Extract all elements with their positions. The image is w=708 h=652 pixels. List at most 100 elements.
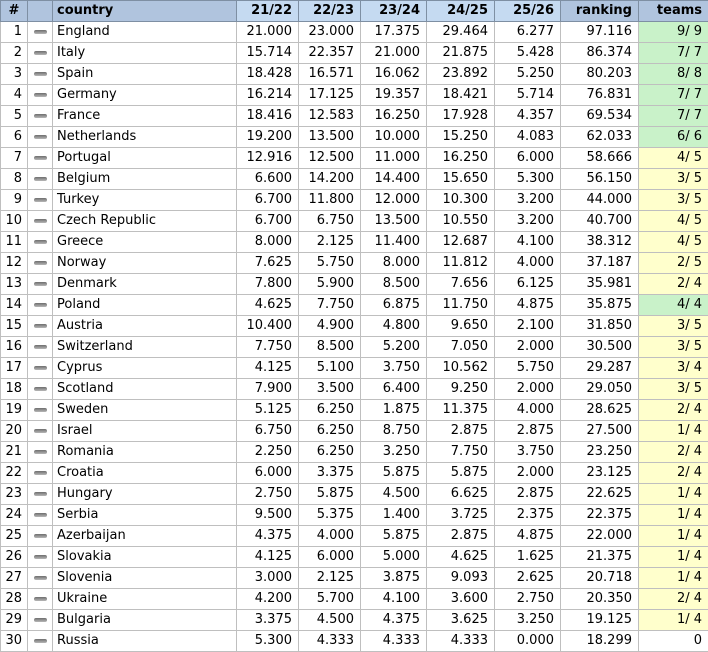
season-cell: 15.250 bbox=[427, 127, 495, 148]
country-cell: Russia bbox=[53, 631, 237, 652]
season-cell: 12.916 bbox=[237, 148, 299, 169]
country-cell: Scotland bbox=[53, 379, 237, 400]
ranking-cell: 35.981 bbox=[561, 274, 639, 295]
season-cell: 6.625 bbox=[427, 484, 495, 505]
season-cell: 5.100 bbox=[299, 358, 361, 379]
teams-cell: 3/ 4 bbox=[639, 358, 708, 379]
rank-cell: 15 bbox=[1, 316, 28, 337]
season-cell: 12.500 bbox=[299, 148, 361, 169]
rank-cell: 24 bbox=[1, 505, 28, 526]
movement-cell bbox=[28, 64, 53, 85]
season-cell: 2.000 bbox=[495, 379, 561, 400]
season-cell: 4.000 bbox=[495, 400, 561, 421]
teams-cell: 2/ 4 bbox=[639, 400, 708, 421]
country-cell: Switzerland bbox=[53, 337, 237, 358]
country-cell: Austria bbox=[53, 316, 237, 337]
season-cell: 19.357 bbox=[361, 85, 427, 106]
rank-cell: 1 bbox=[1, 22, 28, 43]
no-change-icon bbox=[34, 597, 47, 601]
season-cell: 16.571 bbox=[299, 64, 361, 85]
season-cell: 4.000 bbox=[495, 253, 561, 274]
ranking-cell: 97.116 bbox=[561, 22, 639, 43]
rank-cell: 10 bbox=[1, 211, 28, 232]
season-cell: 8.500 bbox=[361, 274, 427, 295]
rank-cell: 2 bbox=[1, 43, 28, 64]
teams-cell: 2/ 4 bbox=[639, 274, 708, 295]
season-cell: 11.375 bbox=[427, 400, 495, 421]
movement-cell bbox=[28, 358, 53, 379]
movement-cell bbox=[28, 568, 53, 589]
table-row: 6 Netherlands 19.200 13.500 10.000 15.25… bbox=[1, 127, 708, 148]
teams-cell: 6/ 6 bbox=[639, 127, 708, 148]
ranking-cell: 18.299 bbox=[561, 631, 639, 652]
rank-cell: 12 bbox=[1, 253, 28, 274]
season-cell: 4.875 bbox=[495, 295, 561, 316]
season-cell: 2.875 bbox=[427, 421, 495, 442]
season-cell: 19.200 bbox=[237, 127, 299, 148]
rank-cell: 5 bbox=[1, 106, 28, 127]
movement-cell bbox=[28, 316, 53, 337]
teams-cell: 1/ 4 bbox=[639, 421, 708, 442]
season-cell: 7.625 bbox=[237, 253, 299, 274]
season-cell: 5.875 bbox=[299, 484, 361, 505]
rank-cell: 26 bbox=[1, 547, 28, 568]
no-change-icon bbox=[34, 345, 47, 349]
movement-cell bbox=[28, 379, 53, 400]
table-row: 15 Austria 10.400 4.900 4.800 9.650 2.10… bbox=[1, 316, 708, 337]
season-cell: 17.125 bbox=[299, 85, 361, 106]
no-change-icon bbox=[34, 429, 47, 433]
rank-cell: 6 bbox=[1, 127, 28, 148]
header-season-22-23: 22/23 bbox=[299, 1, 361, 22]
season-cell: 2.000 bbox=[495, 337, 561, 358]
season-cell: 6.700 bbox=[237, 190, 299, 211]
rank-cell: 23 bbox=[1, 484, 28, 505]
season-cell: 5.200 bbox=[361, 337, 427, 358]
teams-cell: 3/ 5 bbox=[639, 190, 708, 211]
no-change-icon bbox=[34, 51, 47, 55]
season-cell: 9.650 bbox=[427, 316, 495, 337]
rank-cell: 8 bbox=[1, 169, 28, 190]
rank-cell: 16 bbox=[1, 337, 28, 358]
ranking-cell: 22.000 bbox=[561, 526, 639, 547]
no-change-icon bbox=[34, 198, 47, 202]
country-cell: Czech Republic bbox=[53, 211, 237, 232]
header-ranking: ranking bbox=[561, 1, 639, 22]
season-cell: 5.250 bbox=[495, 64, 561, 85]
season-cell: 3.200 bbox=[495, 190, 561, 211]
no-change-icon bbox=[34, 324, 47, 328]
season-cell: 23.000 bbox=[299, 22, 361, 43]
season-cell: 17.375 bbox=[361, 22, 427, 43]
season-cell: 11.000 bbox=[361, 148, 427, 169]
teams-cell: 0 bbox=[639, 631, 708, 652]
season-cell: 8.500 bbox=[299, 337, 361, 358]
teams-cell: 4/ 5 bbox=[639, 211, 708, 232]
ranking-cell: 29.050 bbox=[561, 379, 639, 400]
teams-cell: 1/ 4 bbox=[639, 610, 708, 631]
table-row: 28 Ukraine 4.200 5.700 4.100 3.600 2.750… bbox=[1, 589, 708, 610]
country-cell: Poland bbox=[53, 295, 237, 316]
movement-cell bbox=[28, 421, 53, 442]
country-cell: Slovakia bbox=[53, 547, 237, 568]
movement-cell bbox=[28, 106, 53, 127]
season-cell: 7.750 bbox=[237, 337, 299, 358]
season-cell: 2.125 bbox=[299, 568, 361, 589]
rank-cell: 7 bbox=[1, 148, 28, 169]
season-cell: 4.100 bbox=[495, 232, 561, 253]
season-cell: 11.750 bbox=[427, 295, 495, 316]
season-cell: 6.277 bbox=[495, 22, 561, 43]
table-row: 29 Bulgaria 3.375 4.500 4.375 3.625 3.25… bbox=[1, 610, 708, 631]
season-cell: 18.428 bbox=[237, 64, 299, 85]
table-row: 3 Spain 18.428 16.571 16.062 23.892 5.25… bbox=[1, 64, 708, 85]
season-cell: 4.125 bbox=[237, 358, 299, 379]
season-cell: 3.000 bbox=[237, 568, 299, 589]
teams-cell: 1/ 4 bbox=[639, 547, 708, 568]
season-cell: 18.421 bbox=[427, 85, 495, 106]
season-cell: 4.500 bbox=[361, 484, 427, 505]
movement-cell bbox=[28, 274, 53, 295]
season-cell: 17.928 bbox=[427, 106, 495, 127]
teams-cell: 2/ 4 bbox=[639, 589, 708, 610]
header-season-21-22: 21/22 bbox=[237, 1, 299, 22]
ranking-cell: 28.625 bbox=[561, 400, 639, 421]
movement-cell bbox=[28, 43, 53, 64]
